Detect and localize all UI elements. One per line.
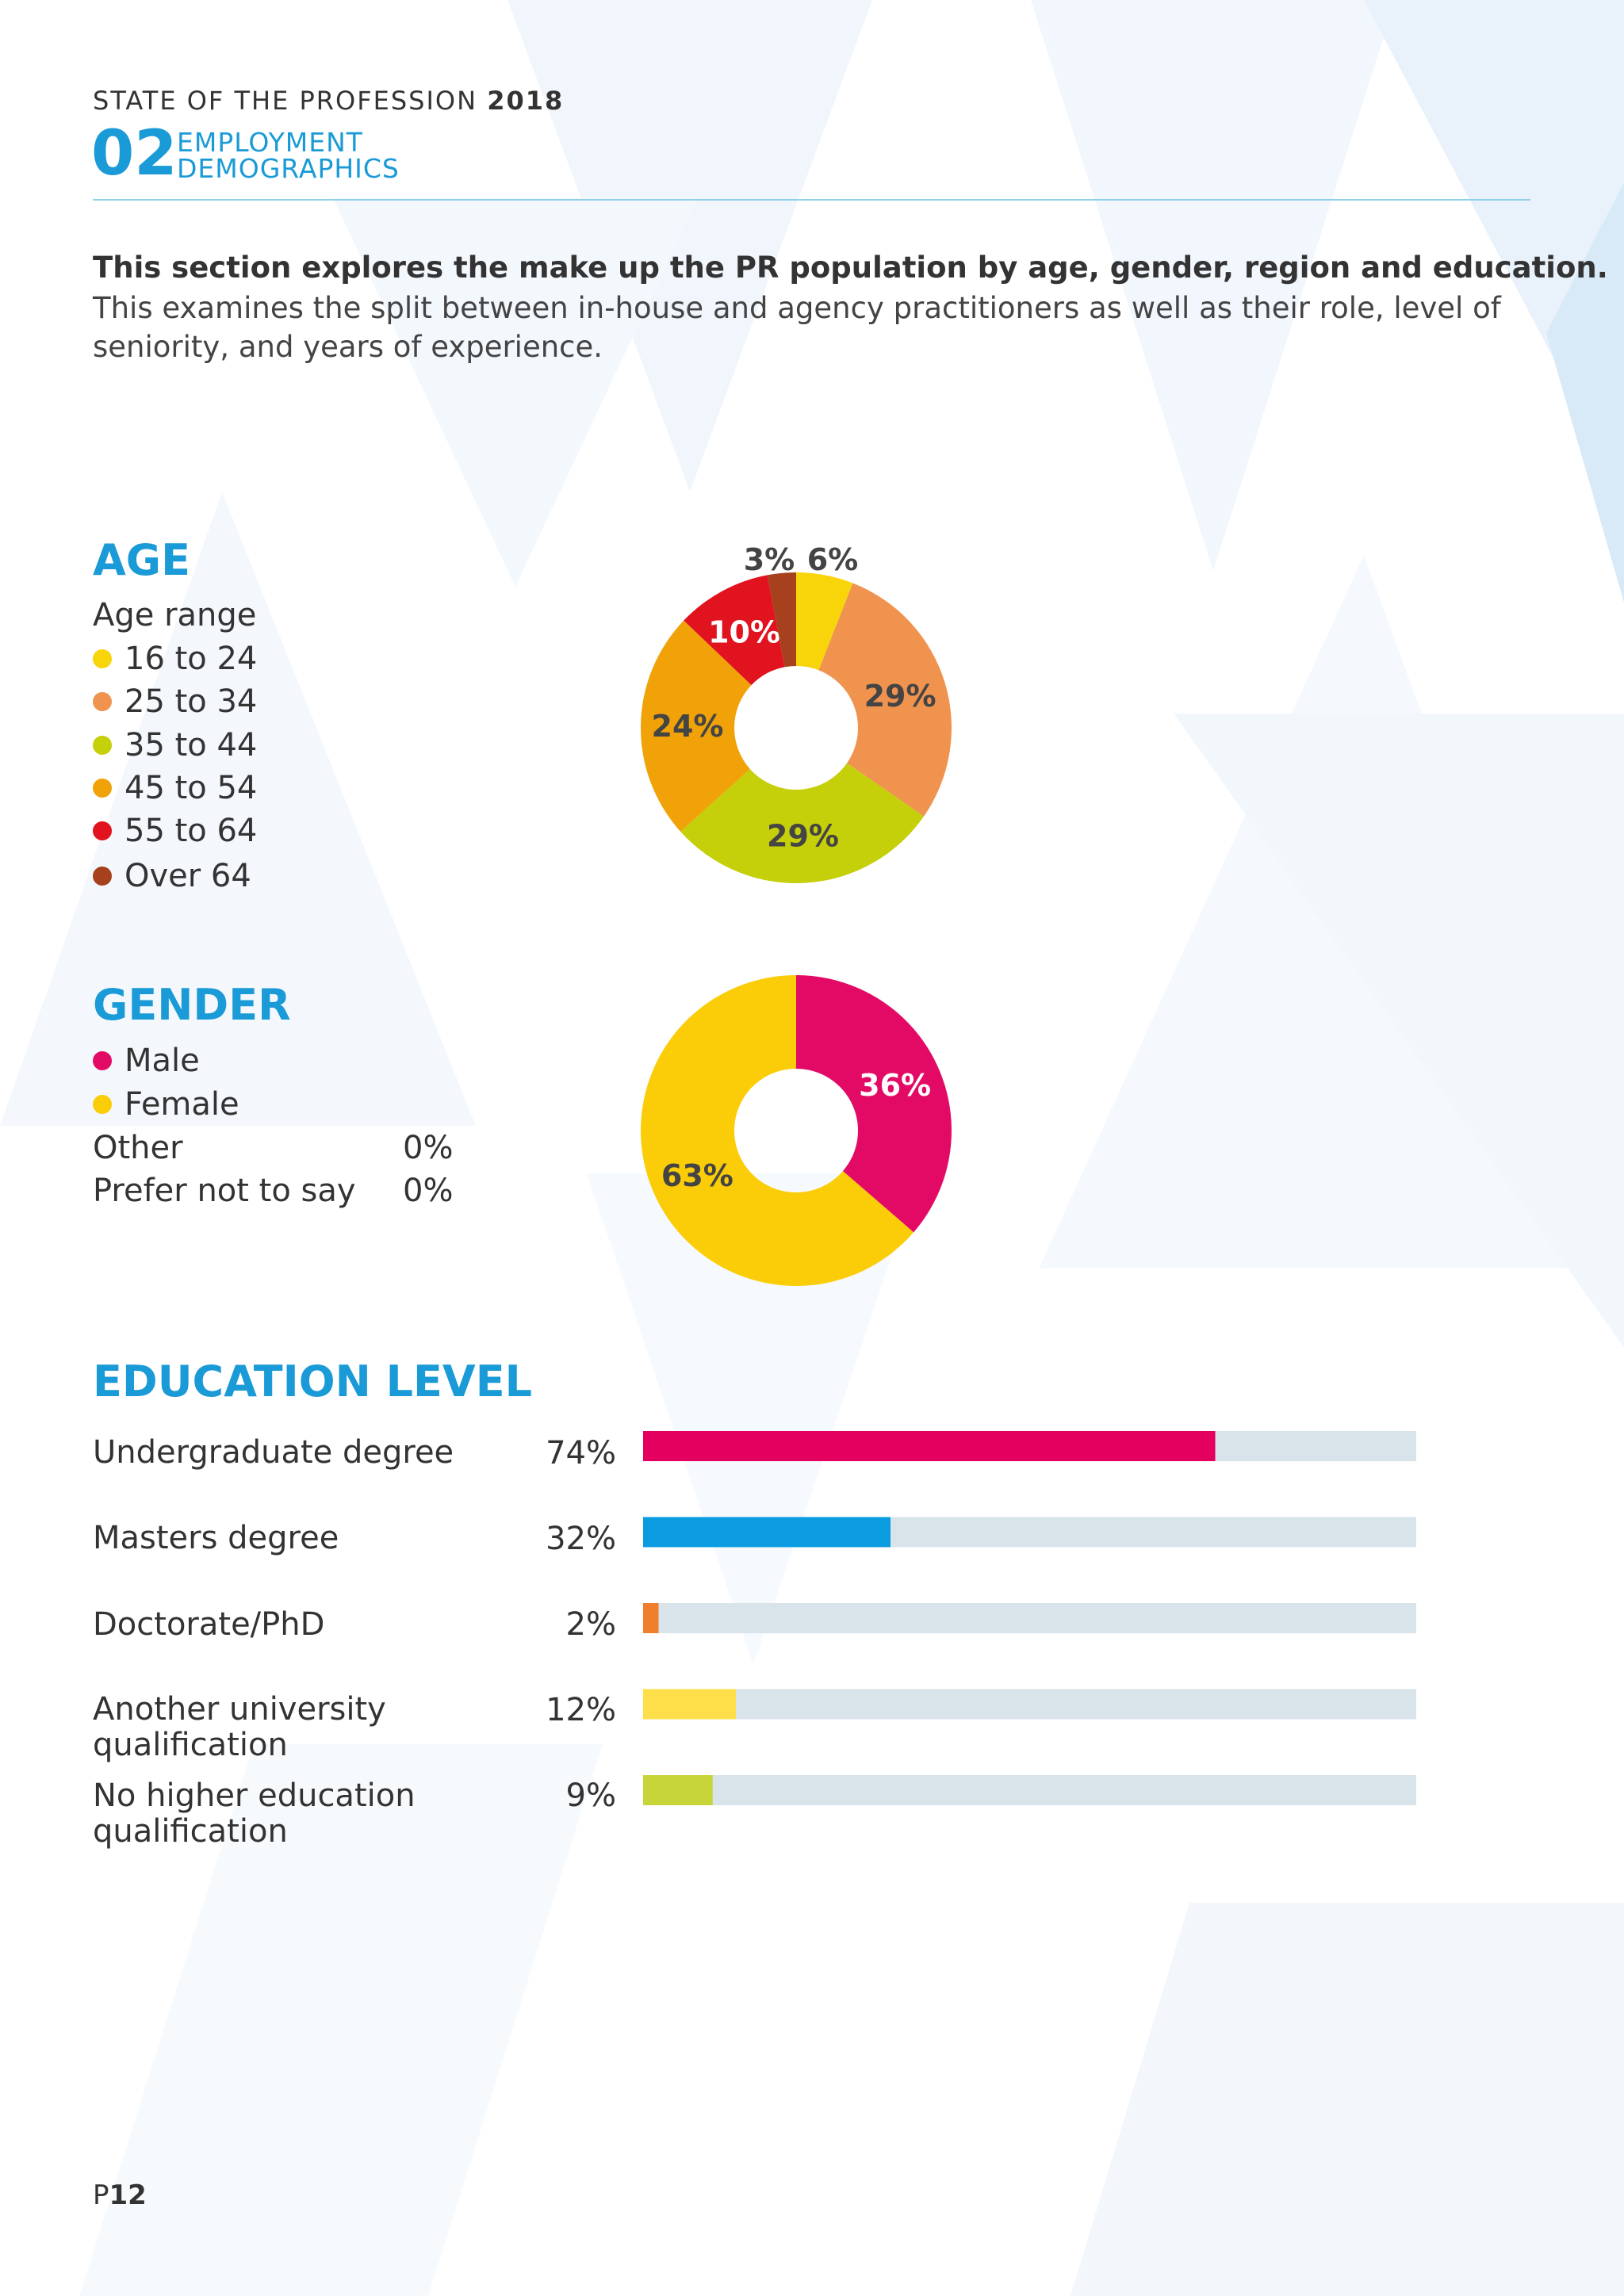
- gender-donut-chart: 36% 63%: [641, 975, 952, 1286]
- data-label-45-to-54: 24%: [652, 709, 724, 744]
- legend-item-35-44: 35 to 44: [93, 729, 257, 761]
- legend-item-16-24: 16 to 24: [93, 643, 257, 675]
- legend-swatch: [93, 1095, 112, 1114]
- data-label-55-to-64: 10%: [708, 615, 780, 650]
- education-heading: EDUCATION LEVEL: [93, 1357, 533, 1406]
- gender-other-label: Other: [93, 1130, 183, 1166]
- intro-heading: This section explores the make up the PR…: [93, 251, 1608, 285]
- slice-female: [641, 975, 914, 1286]
- edu-pct-another-university: 12%: [546, 1692, 616, 1728]
- edu-label-undergraduate: Undergraduate degree: [93, 1434, 454, 1471]
- legend-swatch: [93, 736, 112, 755]
- header-divider: [93, 199, 1530, 201]
- section-number: 02: [91, 118, 178, 189]
- edu-label-no-higher-education: No higher education qualification: [93, 1777, 416, 1850]
- gender-heading: GENDER: [93, 980, 291, 1030]
- slice-16-to-24: [796, 572, 853, 671]
- section-name: EMPLOYMENT DEMOGRAPHICS: [177, 127, 400, 184]
- legend-swatch: [93, 867, 112, 886]
- legend-swatch: [93, 692, 112, 711]
- data-label-35-to-44: 29%: [767, 819, 839, 854]
- gender-prefer-not-value: 0%: [403, 1173, 454, 1209]
- intro-text: This examines the split between in-house…: [93, 291, 1501, 364]
- legend-swatch: [93, 1051, 112, 1070]
- bar-track-another-university-qualification: [643, 1689, 1416, 1720]
- slice-over-64: [767, 572, 796, 668]
- report-title: STATE OF THE PROFESSION 2018: [93, 86, 565, 116]
- age-donut-chart: 6% 29% 29% 24% 10% 3%: [641, 542, 952, 883]
- data-label-female: 63%: [661, 1158, 733, 1193]
- data-label-25-to-34: 29%: [864, 679, 936, 714]
- bar-track-doctorate-phd: [643, 1603, 1416, 1633]
- bar-track-no-higher-education-qualification: [643, 1775, 1416, 1805]
- report-year: 2018: [487, 86, 565, 116]
- data-label-16-to-24: 6%: [807, 542, 859, 577]
- legend-swatch: [93, 821, 112, 840]
- legend-item-over-64: Over 64: [93, 860, 251, 892]
- legend-item-25-34: 25 to 34: [93, 686, 257, 718]
- gender-other-value: 0%: [403, 1130, 454, 1166]
- age-legend-title: Age range: [93, 597, 257, 633]
- edu-pct-doctorate: 2%: [565, 1606, 616, 1643]
- edu-label-doctorate: Doctorate/PhD: [93, 1606, 325, 1643]
- legend-swatch: [93, 649, 112, 668]
- legend-swatch: [93, 779, 112, 798]
- edu-pct-masters: 32%: [546, 1521, 616, 1557]
- slice-male: [796, 975, 952, 1233]
- bar-no-higher-education-qualification: [643, 1775, 713, 1805]
- edu-label-another-university: Another university qualification: [93, 1691, 386, 1763]
- bar-doctorate-phd: [643, 1603, 659, 1633]
- data-label-over-64: 3%: [744, 542, 795, 577]
- page-number: P12: [93, 2179, 147, 2211]
- age-heading: AGE: [93, 535, 191, 585]
- edu-pct-no-higher-education: 9%: [565, 1777, 616, 1814]
- slice-45-to-54: [641, 620, 752, 832]
- legend-item-45-54: 45 to 54: [93, 772, 257, 804]
- bar-another-university-qualification: [643, 1689, 736, 1720]
- gender-prefer-not-label: Prefer not to say: [93, 1173, 356, 1209]
- edu-label-masters: Masters degree: [93, 1520, 339, 1556]
- edu-pct-undergraduate: 74%: [546, 1435, 616, 1471]
- bar-undergraduate-degree: [643, 1431, 1216, 1461]
- legend-item-55-64: 55 to 64: [93, 815, 257, 847]
- slice-55-to-64: [684, 575, 785, 686]
- legend-item-male: Male: [93, 1045, 200, 1077]
- slice-35-to-44: [680, 763, 925, 883]
- data-label-male: 36%: [859, 1068, 931, 1103]
- education-bar-chart: [643, 1431, 1416, 1805]
- bar-masters-degree: [643, 1517, 891, 1548]
- slice-25-to-34: [818, 583, 952, 817]
- legend-item-female: Female: [93, 1089, 239, 1120]
